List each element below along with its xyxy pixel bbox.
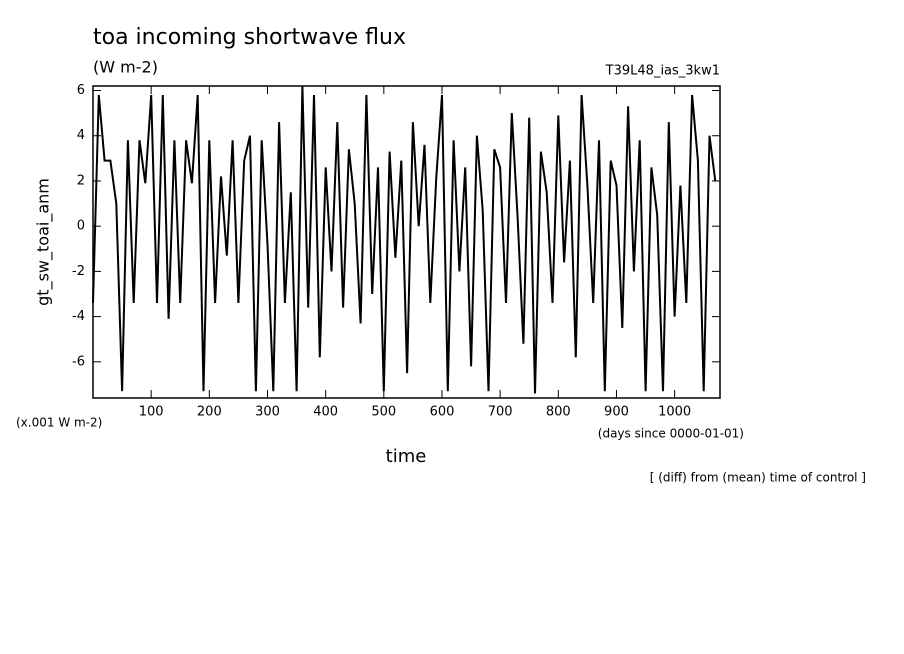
y-tick-label: -4 [72,309,85,324]
x-tick-label: 400 [313,405,338,420]
y-unit-note: (x.001 W m-2) [16,416,102,430]
subtitle: (W m-2) [93,58,158,77]
x-tick-label: 500 [371,405,396,420]
x-tick-label: 800 [546,405,571,420]
x-tick-label: 300 [255,405,280,420]
y-tick-label: 6 [77,83,85,98]
y-tick-label: 4 [77,128,85,143]
x-tick-label: 700 [488,405,513,420]
y-tick-label: -6 [72,354,85,369]
x-tick-label: 900 [604,405,629,420]
y-tick-label: 2 [77,173,85,188]
plot-frame [92,85,721,399]
x-tick-label: 1000 [658,405,691,420]
chart-title: toa incoming shortwave flux [93,25,406,50]
x-unit-note: (days since 0000-01-01) [598,427,744,441]
x-tick-label: 100 [139,405,164,420]
x-tick-label: 600 [430,405,455,420]
y-axis-label: gt_sw_toai_anm [34,178,54,306]
data-line [92,85,717,394]
x-axis-label: time [386,446,427,467]
footnote: [ (diff) from (mean) time of control ] [650,471,866,485]
x-tick-label: 200 [197,405,222,420]
annotation: T39L48_ias_3kw1 [605,64,720,79]
y-tick-label: 0 [77,219,85,234]
y-tick-label: -2 [72,264,85,279]
